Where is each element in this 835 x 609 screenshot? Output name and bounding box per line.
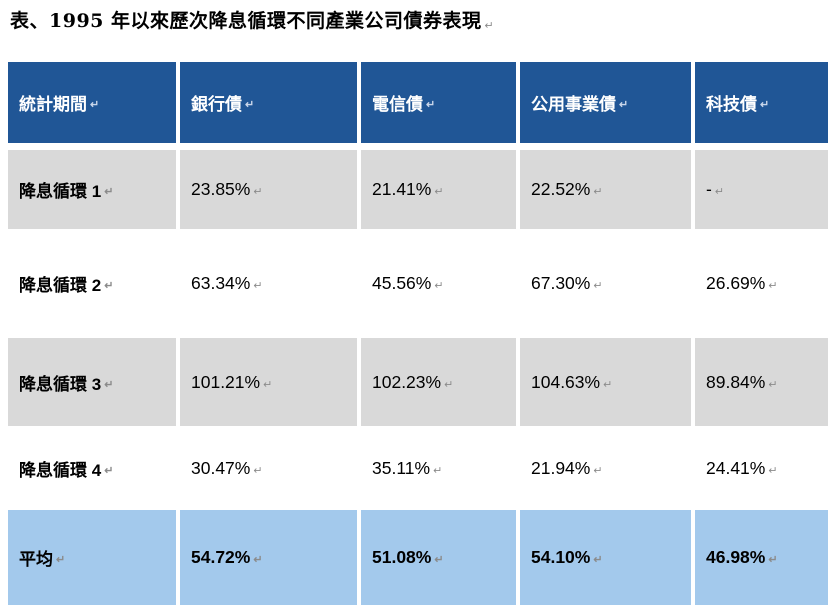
paragraph-mark-icon: ↵ (619, 99, 629, 111)
paragraph-mark-icon: ↵ (245, 99, 255, 111)
header-cell-telecom-bond: 電信債 ↵ (361, 62, 516, 143)
paragraph-mark-icon: ↵ (104, 378, 114, 391)
row-cycle-1-utility-bond-value-text: 22.52% (531, 179, 591, 199)
paragraph-mark-icon: ↵ (104, 186, 114, 198)
row-cycle-1-bank-bond-value: 23.85% ↵ (180, 150, 357, 229)
row-cycle-4-tech-bond-value: 24.41% ↵ (695, 433, 828, 503)
row-cycle-3-telecom-bond-value-text: 102.23% (372, 371, 442, 392)
row-cycle-2-telecom-bond-value: 45.56% ↵ (361, 236, 516, 331)
row-cycle-1-bank-bond-value-text: 23.85% (191, 179, 251, 199)
row-cycle-3-telecom-bond-value: 102.23% ↵ (361, 338, 516, 426)
row-cycle-3-utility-bond-value: 104.63% ↵ (520, 338, 691, 426)
paragraph-mark-icon: ↵ (593, 280, 603, 292)
paragraph-mark-icon: ↵ (253, 554, 263, 566)
row-average-tech-bond-value: 46.98% ↵ (695, 510, 828, 605)
paragraph-mark-icon: ↵ (56, 554, 66, 566)
paragraph-mark-icon: ↵ (104, 464, 114, 477)
paragraph-mark-icon: ↵ (484, 20, 495, 32)
row-cycle-2-telecom-bond-value-text: 45.56% (372, 273, 432, 293)
row-cycle-3-tech-bond-value: 89.84% ↵ (695, 338, 828, 426)
paragraph-mark-icon: ↵ (593, 186, 603, 198)
paragraph-mark-icon: ↵ (714, 186, 725, 198)
row-average-bank-bond-value-text: 54.72% (191, 547, 251, 567)
header-cell-period-text: 統計期間 (19, 95, 87, 114)
row-cycle-1-utility-bond-value: 22.52% ↵ (520, 150, 691, 229)
row-cycle-2-tech-bond-value: 26.69% ↵ (695, 236, 828, 331)
row-cycle-4-label: 降息循環 4 ↵ (8, 433, 176, 503)
row-average-telecom-bond-value-text: 51.08% (372, 547, 432, 567)
row-cycle-4-telecom-bond-value-text: 35.11% (372, 457, 431, 478)
row-cycle-2-utility-bond-value-text: 67.30% (531, 273, 591, 293)
row-cycle-2-label-text: 降息循環 2 (19, 276, 102, 295)
paragraph-mark-icon: ↵ (434, 186, 444, 198)
bond-performance-table: 統計期間 ↵ 銀行債 ↵ 電信債 ↵ 公用事業債 ↵ 科技債 ↵ 降息循環 1 ↵ 23.85% ↵ 21.… (8, 62, 828, 605)
row-cycle-4-utility-bond-value: 21.94% ↵ (520, 433, 691, 503)
row-cycle-2-label: 降息循環 2 ↵ (8, 236, 176, 331)
row-cycle-4-telecom-bond-value: 35.11% ↵ (361, 433, 516, 503)
document-title: 表、1995 年以來歷次降息循環不同產業公司債券表現 ↵ (10, 6, 494, 33)
paragraph-mark-icon: ↵ (253, 280, 263, 292)
paragraph-mark-icon: ↵ (253, 186, 263, 198)
row-cycle-1-telecom-bond-value: 21.41% ↵ (361, 150, 516, 229)
paragraph-mark-icon: ↵ (444, 378, 454, 391)
header-cell-period: 統計期間 ↵ (8, 62, 176, 143)
row-cycle-2-tech-bond-value-text: 26.69% (706, 273, 766, 293)
paragraph-mark-icon: ↵ (434, 280, 444, 292)
row-cycle-4-bank-bond-value-text: 30.47% (191, 457, 251, 478)
paragraph-mark-icon: ↵ (434, 554, 444, 566)
header-cell-bank-bond-text: 銀行債 (191, 95, 242, 114)
header-cell-utility-bond-text: 公用事業債 (531, 95, 616, 114)
row-cycle-1-tech-bond-value: - ↵ (695, 150, 828, 229)
paragraph-mark-icon: ↵ (433, 464, 443, 477)
row-cycle-2-utility-bond-value: 67.30% ↵ (520, 236, 691, 331)
row-cycle-3-label: 降息循環 3 ↵ (8, 338, 176, 426)
paragraph-mark-icon: ↵ (90, 99, 100, 111)
paragraph-mark-icon: ↵ (760, 99, 770, 111)
row-cycle-3-utility-bond-value-text: 104.63% (531, 371, 601, 392)
row-cycle-2-bank-bond-value-text: 63.34% (191, 273, 251, 293)
row-cycle-1-label-text: 降息循環 1 (19, 182, 102, 201)
row-average-bank-bond-value: 54.72% ↵ (180, 510, 357, 605)
row-cycle-4-utility-bond-value-text: 21.94% (531, 457, 591, 478)
paragraph-mark-icon: ↵ (768, 464, 778, 477)
row-average-tech-bond-value-text: 46.98% (706, 547, 766, 567)
paragraph-mark-icon: ↵ (768, 554, 778, 566)
row-average-label: 平均 ↵ (8, 510, 176, 605)
paragraph-mark-icon: ↵ (593, 554, 603, 566)
row-cycle-3-label-text: 降息循環 3 (19, 374, 102, 394)
row-cycle-4-bank-bond-value: 30.47% ↵ (180, 433, 357, 503)
row-cycle-2-bank-bond-value: 63.34% ↵ (180, 236, 357, 331)
row-cycle-3-bank-bond-value-text: 101.21% (191, 371, 261, 392)
row-average-telecom-bond-value: 51.08% ↵ (361, 510, 516, 605)
row-cycle-3-bank-bond-value: 101.21% ↵ (180, 338, 357, 426)
header-cell-telecom-bond-text: 電信債 (372, 95, 423, 114)
row-average-utility-bond-value: 54.10% ↵ (520, 510, 691, 605)
paragraph-mark-icon: ↵ (768, 280, 778, 292)
row-cycle-4-tech-bond-value-text: 24.41% (706, 457, 766, 478)
header-cell-tech-bond: 科技債 ↵ (695, 62, 828, 143)
row-average-utility-bond-value-text: 54.10% (531, 547, 591, 567)
paragraph-mark-icon: ↵ (768, 378, 778, 391)
row-cycle-1-label: 降息循環 1 ↵ (8, 150, 176, 229)
paragraph-mark-icon: ↵ (603, 378, 613, 391)
row-cycle-3-tech-bond-value-text: 89.84% (706, 371, 766, 392)
row-cycle-4-label-text: 降息循環 4 (19, 460, 102, 480)
row-average-label-text: 平均 (19, 550, 53, 569)
row-cycle-1-tech-bond-value-text: - (706, 179, 712, 199)
paragraph-mark-icon: ↵ (263, 378, 273, 391)
header-cell-utility-bond: 公用事業債 ↵ (520, 62, 691, 143)
header-cell-bank-bond: 銀行債 ↵ (180, 62, 357, 143)
row-cycle-1-telecom-bond-value-text: 21.41% (372, 179, 432, 199)
paragraph-mark-icon: ↵ (426, 99, 436, 111)
paragraph-mark-icon: ↵ (593, 464, 603, 477)
header-cell-tech-bond-text: 科技債 (706, 95, 757, 114)
document-title-text: 表、1995 年以來歷次降息循環不同產業公司債券表現 (10, 10, 482, 32)
paragraph-mark-icon: ↵ (104, 280, 114, 292)
paragraph-mark-icon: ↵ (253, 464, 263, 477)
